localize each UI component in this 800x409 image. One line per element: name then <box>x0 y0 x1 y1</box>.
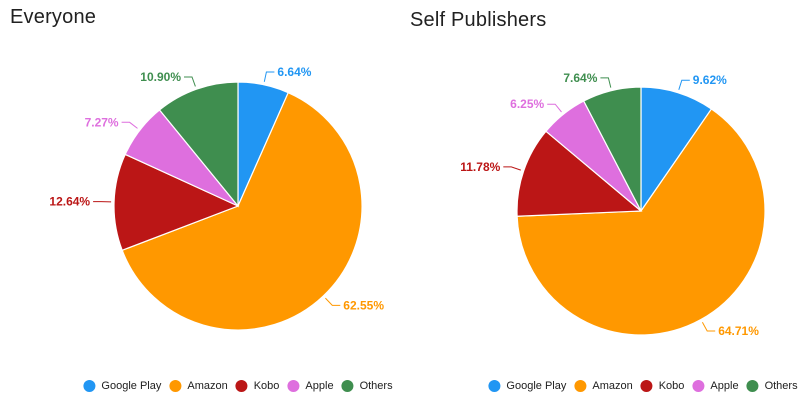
legend-label: Others <box>764 380 798 392</box>
label-leader-line <box>600 77 612 88</box>
pie-slice-kobo[interactable] <box>113 153 240 252</box>
legend-item-apple[interactable]: Apple <box>287 380 334 392</box>
legend-label: Apple <box>710 380 739 392</box>
slice-label-others: 10.90% <box>140 70 181 84</box>
label-leader-line <box>547 103 562 113</box>
legend-item-apple[interactable]: Apple <box>692 380 739 392</box>
chart-everyone: Everyone 6.64% 62.55% 12.64% 7.27% 10.90% Go… <box>10 6 393 392</box>
chart-title-everyone: Everyone <box>10 6 97 28</box>
legend-item-others[interactable]: Others <box>746 380 798 392</box>
legend-label: Kobo <box>658 380 685 392</box>
legend-label: Apple <box>305 380 334 392</box>
label-leader-line <box>701 321 716 332</box>
slice-label-apple: 7.27% <box>85 115 119 129</box>
label-leader-line <box>325 297 341 306</box>
chart-title-self-publishers: Self Publishers <box>410 9 547 31</box>
legend-self-publishers: Google Play Amazon Kobo Apple Others <box>488 380 798 392</box>
legend-label: Amazon <box>187 380 228 392</box>
legend-item-kobo[interactable]: Kobo <box>640 380 685 392</box>
slice-label-apple: 6.25% <box>510 97 544 111</box>
slice-label-google-play: 6.64% <box>277 65 311 79</box>
legend-everyone: Google Play Amazon Kobo Apple Others <box>83 380 393 392</box>
pie-slice-kobo[interactable] <box>516 130 643 217</box>
slice-label-kobo: 12.64% <box>49 195 90 209</box>
legend-label: Others <box>359 380 393 392</box>
chart-self-publishers: Self Publishers 9.62% 64.71% 11.78% 6.25% 7.… <box>400 0 800 409</box>
legend-item-google-play[interactable]: Google Play <box>488 380 566 392</box>
legend-label: Kobo <box>253 380 280 392</box>
legend-item-others[interactable]: Others <box>341 380 393 392</box>
legend-item-amazon[interactable]: Amazon <box>169 380 228 392</box>
legend-label: Google Play <box>101 380 162 392</box>
slice-label-others: 7.64% <box>563 71 597 85</box>
legend-label: Amazon <box>592 380 633 392</box>
legend-swatch-icon <box>692 380 705 392</box>
legend-label: Google Play <box>506 380 567 392</box>
label-leader-line <box>503 166 521 171</box>
slice-label-amazon: 62.55% <box>343 298 384 312</box>
legend-swatch-icon <box>746 380 759 392</box>
legend-swatch-icon <box>574 380 587 392</box>
legend-item-kobo[interactable]: Kobo <box>235 380 280 392</box>
pie-slice-others[interactable] <box>582 86 642 212</box>
legend-swatch-icon <box>488 380 501 392</box>
slice-label-amazon: 64.71% <box>718 324 759 338</box>
label-leader-line <box>263 71 275 82</box>
pie-slice-amazon[interactable] <box>121 91 363 331</box>
slice-label-kobo: 11.78% <box>460 160 500 174</box>
legend-swatch-icon <box>235 380 248 392</box>
legend-swatch-icon <box>287 380 300 392</box>
legend-swatch-icon <box>169 380 182 392</box>
label-leader-line <box>121 121 138 129</box>
legend-item-google-play[interactable]: Google Play <box>83 380 161 392</box>
label-leader-line <box>184 76 196 87</box>
legend-swatch-icon <box>83 380 96 392</box>
pie-chart-self-publishers: 9.62% 64.71% 11.78% 6.25% 7.64% <box>460 71 766 338</box>
legend-item-amazon[interactable]: Amazon <box>574 380 633 392</box>
label-leader-line <box>678 79 690 90</box>
legend-swatch-icon <box>640 380 653 392</box>
pie-slice-others[interactable] <box>158 81 239 208</box>
pie-slice-google-play[interactable] <box>640 86 713 213</box>
slice-label-google-play: 9.62% <box>693 73 727 87</box>
pie-chart-everyone: 6.64% 62.55% 12.64% 7.27% 10.90% <box>49 65 384 331</box>
pie-slice-amazon[interactable] <box>516 108 766 336</box>
legend-swatch-icon <box>341 380 354 392</box>
